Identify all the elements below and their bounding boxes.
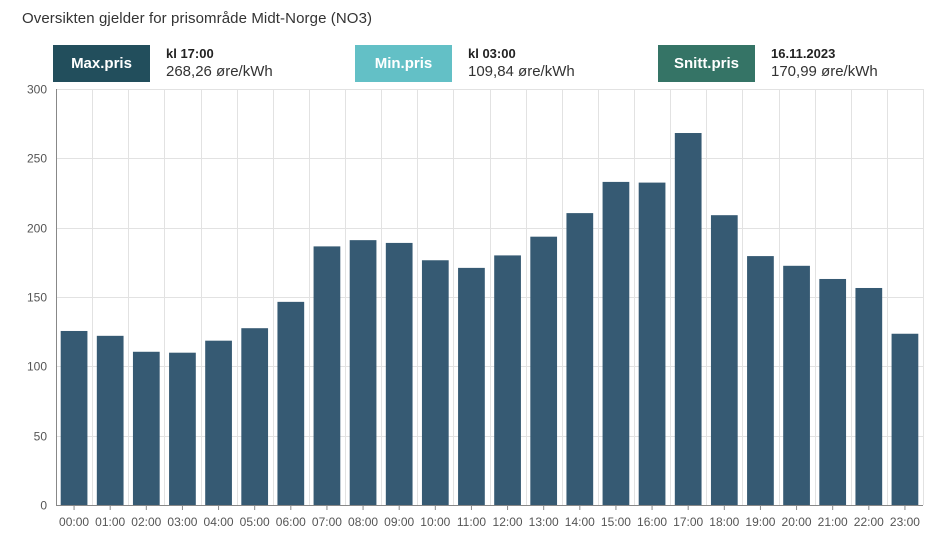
bar-12:00[interactable] (494, 255, 521, 505)
x-tick-label: 16:00 (637, 515, 667, 529)
bar-16:00[interactable] (638, 182, 666, 505)
bar-05:00[interactable] (241, 328, 269, 505)
bar-04:00[interactable] (205, 340, 232, 505)
x-tick-label: 05:00 (240, 515, 270, 529)
x-tick-label: 20:00 (782, 515, 812, 529)
x-tick-label: 02:00 (131, 515, 161, 529)
y-tick-label: 300 (27, 83, 47, 97)
x-tick-label: 06:00 (276, 515, 306, 529)
bar-23:00[interactable] (891, 333, 919, 505)
bar-09:00[interactable] (385, 242, 413, 506)
bar-00:00[interactable] (60, 330, 88, 505)
bar-02:00[interactable] (132, 351, 160, 505)
x-tick-label: 10:00 (420, 515, 450, 529)
bar-11:00[interactable] (458, 267, 485, 505)
avg-price-value: 170,99 øre/kWh (771, 63, 878, 80)
x-tick-label: 23:00 (890, 515, 920, 529)
x-tick-label: 14:00 (565, 515, 595, 529)
x-tick-label: 07:00 (312, 515, 342, 529)
price-summary: Max.pris kl 17:00 268,26 øre/kWh Min.pri… (0, 45, 952, 83)
bar-15:00[interactable] (602, 181, 630, 505)
min-price-badge: Min.pris (355, 45, 452, 82)
x-tick-label: 17:00 (673, 515, 703, 529)
bar-10:00[interactable] (421, 260, 449, 505)
x-tick-label: 21:00 (818, 515, 848, 529)
max-price-time: kl 17:00 (166, 46, 214, 61)
bar-06:00[interactable] (277, 301, 305, 505)
bar-14:00[interactable] (566, 213, 594, 505)
y-tick-label: 150 (27, 291, 47, 305)
bar-08:00[interactable] (349, 240, 377, 505)
bar-18:00[interactable] (710, 215, 738, 506)
min-price-time: kl 03:00 (468, 46, 516, 61)
x-tick-label: 00:00 (59, 515, 89, 529)
y-tick-label: 250 (27, 152, 47, 166)
x-tick-label: 09:00 (384, 515, 414, 529)
x-tick-label: 11:00 (457, 515, 486, 529)
y-tick-label: 0 (40, 499, 47, 513)
x-tick-label: 04:00 (204, 515, 234, 529)
page-title: Oversikten gjelder for prisområde Midt-N… (22, 10, 373, 27)
x-tick-label: 19:00 (745, 515, 775, 529)
y-tick-label: 50 (34, 430, 48, 444)
x-tick-label: 15:00 (601, 515, 631, 529)
bar-13:00[interactable] (530, 236, 558, 505)
x-tick-label: 01:00 (95, 515, 125, 529)
bar-22:00[interactable] (855, 287, 883, 505)
x-tick-label: 18:00 (709, 515, 739, 529)
x-tick-label: 03:00 (167, 515, 197, 529)
x-tick-label: 08:00 (348, 515, 378, 529)
y-tick-label: 100 (27, 360, 47, 374)
y-tick-label: 200 (27, 222, 47, 236)
price-bar-chart: 0 50 100 150 200 250 300 00:00 01:00 02:00 03:00 04… (27, 83, 924, 529)
avg-price-badge: Snitt.pris (658, 45, 755, 82)
x-tick-label: 13:00 (529, 515, 559, 529)
bar-01:00[interactable] (96, 335, 124, 505)
bar-03:00[interactable] (169, 352, 196, 505)
bar-20:00[interactable] (783, 265, 810, 505)
bar-19:00[interactable] (747, 256, 774, 505)
bar-07:00[interactable] (313, 246, 341, 506)
min-price-value: 109,84 øre/kWh (468, 63, 575, 80)
avg-price-date: 16.11.2023 (771, 46, 836, 61)
max-price-value: 268,26 øre/kWh (166, 63, 273, 80)
max-price-badge: Max.pris (53, 45, 150, 82)
x-tick-label: 12:00 (493, 515, 523, 529)
bar-21:00[interactable] (819, 278, 847, 505)
bar-17:00[interactable] (674, 133, 702, 505)
x-tick-label: 22:00 (854, 515, 884, 529)
